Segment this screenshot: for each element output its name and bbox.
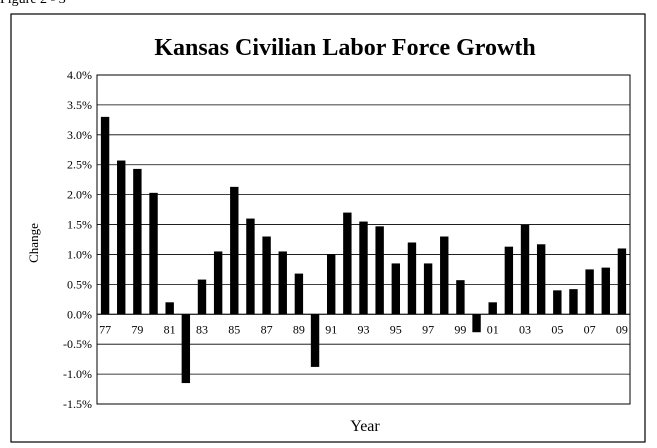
chart-frame — [10, 13, 646, 443]
y-tick-label: 0.0% — [67, 307, 92, 321]
x-tick-label: 95 — [390, 322, 402, 336]
x-tick-label: 91 — [325, 322, 337, 336]
bars — [100, 116, 627, 384]
x-tick-label: 87 — [261, 322, 273, 336]
y-tick-label: -1.5% — [63, 397, 92, 411]
bar-88 — [278, 251, 287, 315]
x-tick-label: 09 — [616, 322, 628, 336]
x-tick-label: 07 — [584, 322, 596, 336]
bar-82 — [181, 314, 191, 384]
plot-area-border — [96, 74, 631, 405]
x-tick-labels: 77 79 81 83 85 87 89 91 93 95 97 99 01 03 05 07 09 — [99, 322, 628, 336]
bar-83 — [197, 279, 207, 315]
y-tick-label: -0.5% — [63, 337, 92, 351]
x-tick-label: 03 — [519, 322, 531, 336]
x-tick-label: 85 — [228, 322, 240, 336]
x-axis-title: Year — [350, 418, 380, 435]
y-tick-label: 0.5% — [67, 277, 92, 291]
bar-84 — [213, 251, 223, 315]
y-tick-label: -1.0% — [63, 367, 92, 381]
x-tick-label: 93 — [358, 322, 370, 336]
bar-90 — [310, 314, 320, 367]
bar-05 — [553, 290, 562, 315]
bar-80 — [149, 192, 158, 315]
y-tick-label: 3.5% — [67, 98, 92, 112]
x-tick-label: 89 — [293, 322, 305, 336]
bar-08 — [601, 267, 610, 315]
y-axis-title: Change — [26, 223, 41, 263]
y-tick-label: 2.0% — [67, 188, 92, 202]
chart-title: Kansas Civilian Labor Force Growth — [154, 35, 535, 61]
bar-95 — [391, 263, 401, 315]
bar-00 — [472, 314, 481, 333]
figure-label: Figure 2 - 3 — [0, 0, 66, 8]
bar-07 — [585, 269, 594, 315]
bar-93 — [359, 221, 368, 315]
bar-87 — [262, 236, 271, 315]
y-tick-labels: 4.0% 3.5% 3.0% 2.5% 2.0% 1.5% 1.0% 0.5% 0.0% -0.5… — [63, 68, 92, 411]
bar-97 — [423, 263, 433, 315]
bar-04 — [536, 244, 546, 315]
bar-98 — [440, 236, 449, 315]
y-tick-label: 2.5% — [67, 158, 92, 172]
bar-99 — [456, 280, 465, 315]
y-tick-label: 4.0% — [67, 68, 92, 82]
bar-86 — [246, 218, 255, 315]
bar-09 — [617, 248, 627, 315]
bar-78 — [117, 160, 126, 315]
bar-01 — [488, 302, 497, 315]
bar-77 — [100, 116, 110, 315]
x-tick-label: 83 — [196, 322, 208, 336]
bar-79 — [133, 168, 142, 315]
bar-03 — [520, 224, 530, 315]
bar-91 — [326, 254, 336, 315]
bar-02 — [504, 246, 514, 315]
bar-06 — [569, 289, 578, 315]
bar-92 — [343, 212, 352, 315]
x-tick-label: 81 — [164, 322, 176, 336]
x-tick-label: 97 — [422, 322, 434, 336]
bar-89 — [294, 273, 304, 315]
bar-96 — [407, 242, 417, 315]
x-tick-label: 77 — [99, 322, 111, 336]
y-tick-label: 1.5% — [67, 218, 92, 232]
x-tick-label: 99 — [454, 322, 466, 336]
y-tick-label: 3.0% — [67, 128, 92, 142]
x-tick-label: 79 — [131, 322, 143, 336]
y-tick-label: 1.0% — [67, 247, 92, 261]
bar-94 — [375, 226, 384, 315]
bar-85 — [230, 186, 239, 315]
x-tick-label: 05 — [551, 322, 563, 336]
bar-81 — [165, 302, 174, 315]
x-tick-label: 01 — [487, 322, 499, 336]
